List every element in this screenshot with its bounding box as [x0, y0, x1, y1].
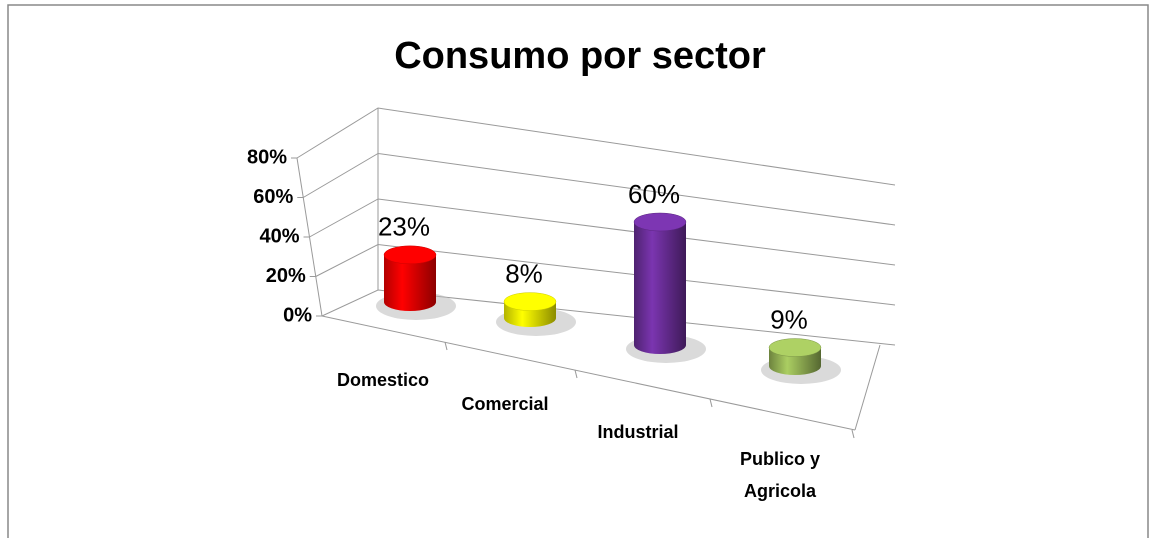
grid-line	[302, 152, 896, 226]
y-tick-label: 60%	[253, 186, 293, 208]
x-tick-mark	[709, 398, 713, 408]
bar-body	[634, 222, 686, 354]
grid-line	[321, 289, 896, 346]
value-label: 9%	[770, 304, 808, 334]
grid-line	[315, 243, 896, 306]
bar-top	[503, 292, 557, 311]
x-tick-mark	[444, 341, 448, 351]
bar-top	[768, 338, 822, 357]
chart-frame	[7, 4, 1149, 538]
y-tick-label: 40%	[259, 225, 299, 247]
x-tick-mark	[574, 369, 578, 379]
floor-front-edge	[321, 315, 856, 431]
y-tick-label: 20%	[266, 265, 306, 287]
bar-top	[633, 212, 687, 232]
value-label: 23%	[378, 212, 430, 242]
x-tick-label: Domestico	[337, 370, 429, 390]
value-label: 60%	[628, 179, 680, 209]
y-tick-label: 80%	[247, 146, 287, 168]
bar-top	[383, 245, 437, 265]
chart-title: Consumo por sector	[394, 35, 766, 77]
value-label: 8%	[505, 258, 543, 288]
x-tick-label: Comercial	[461, 394, 548, 414]
grid-line	[296, 107, 896, 186]
x-tick-label: Industrial	[597, 422, 678, 442]
y-tick-label: 0%	[283, 304, 312, 326]
x-tick-mark	[851, 429, 855, 439]
grid-line	[309, 198, 896, 266]
x-tick-label: Publico y Agricola	[740, 449, 820, 501]
bar-body	[384, 254, 436, 311]
floor-right-edge	[854, 344, 881, 431]
